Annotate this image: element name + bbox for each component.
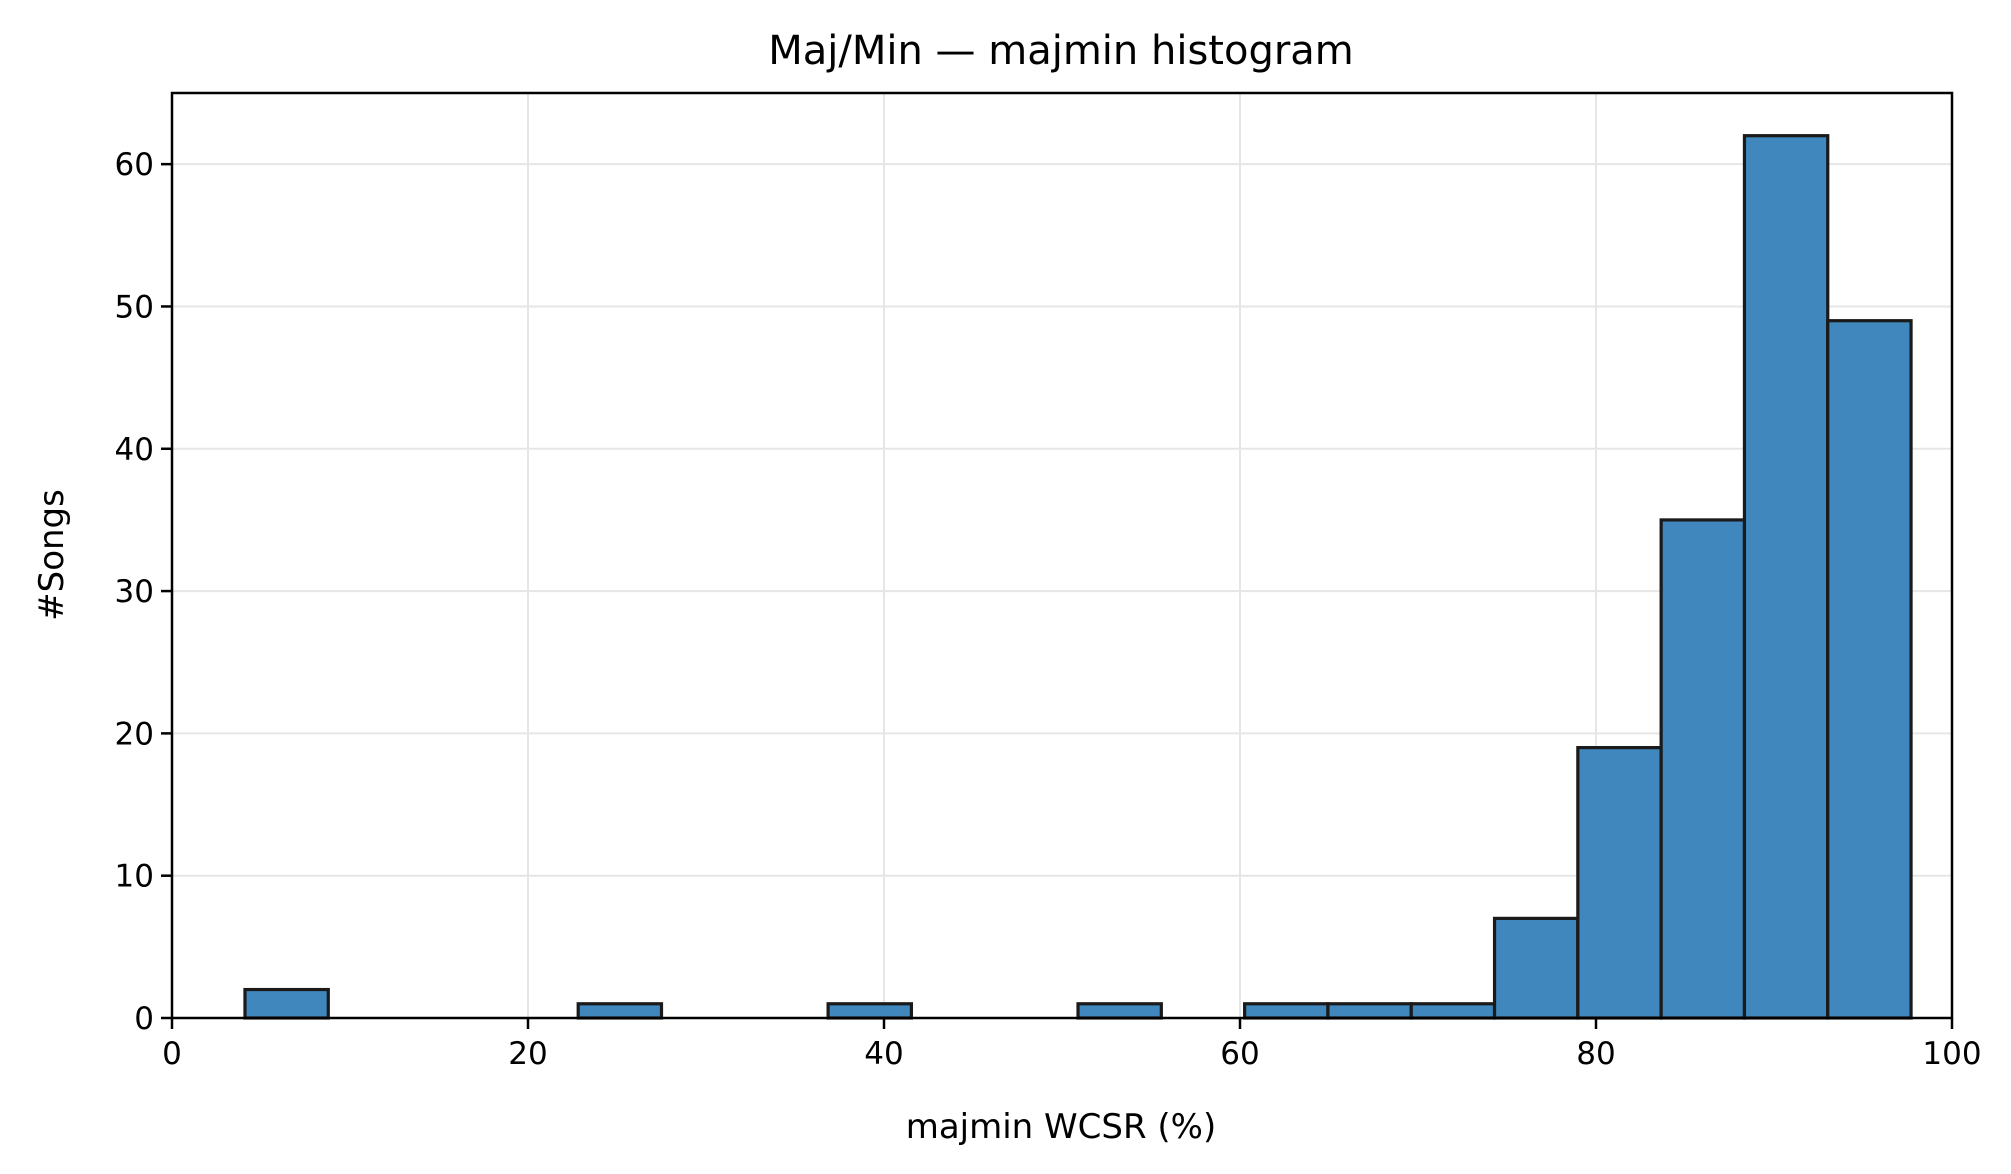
y-axis-ticks: 0 10 20 30 40 50 60 (115, 147, 172, 1037)
plot-frame (170, 91, 1954, 1020)
chart-title: Maj/Min — majmin histogram (768, 28, 1354, 74)
histogram-bar (1409, 1002, 1497, 1020)
y-tick-label: 10 (115, 859, 154, 895)
x-tick-label: 80 (1576, 1036, 1615, 1072)
y-tick-label: 0 (134, 1001, 154, 1037)
histogram-bar (1243, 1002, 1330, 1020)
x-tick-label: 0 (162, 1036, 182, 1072)
x-tick-label: 60 (1220, 1036, 1259, 1072)
x-tick-label: 100 (1922, 1036, 1981, 1072)
x-tick-label: 20 (508, 1036, 547, 1072)
histogram-bar (1826, 319, 1913, 1020)
x-tick-label: 40 (864, 1036, 903, 1072)
histogram-bar (1742, 134, 1830, 1020)
histogram-bar (1576, 746, 1663, 1020)
y-tick-label: 30 (115, 574, 154, 610)
y-tick-label: 50 (115, 289, 154, 325)
x-axis-ticks: 0 20 40 60 80 100 (162, 1018, 1982, 1072)
histogram-bar (1076, 1002, 1163, 1020)
x-axis-label: majmin WCSR (%) (906, 1107, 1217, 1147)
histogram-bar (826, 1002, 914, 1020)
y-tick-label: 40 (115, 432, 154, 468)
y-axis-label: #Songs (32, 489, 72, 621)
y-tick-label: 60 (115, 147, 154, 183)
bars-group (243, 134, 1913, 1020)
histogram-bar (576, 1002, 664, 1020)
histogram-bar (1492, 916, 1580, 1020)
histogram-bar (243, 987, 330, 1020)
histogram-bar (1659, 518, 1747, 1020)
y-tick-label: 20 (115, 716, 154, 752)
histogram-bar (1326, 1002, 1413, 1020)
